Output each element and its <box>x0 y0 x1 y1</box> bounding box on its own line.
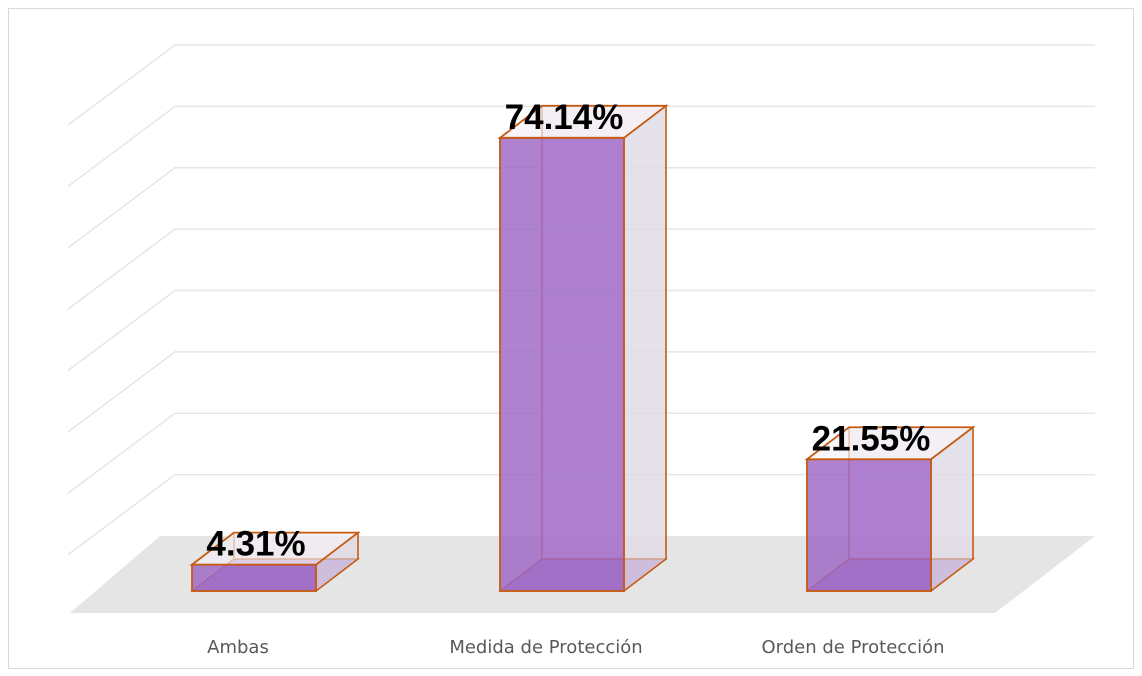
grid-line <box>67 105 1095 187</box>
bar-top <box>497 104 669 139</box>
grid-line <box>67 44 1095 126</box>
grid-line <box>67 473 1095 556</box>
bar-3d <box>497 104 669 593</box>
x-tick-label: Orden de Protección <box>761 637 944 658</box>
bar-3d <box>804 425 976 593</box>
x-tick-label: Medida de Protección <box>449 637 642 658</box>
grid-line <box>67 412 1095 494</box>
bar-3d <box>189 531 361 593</box>
bar-top <box>189 531 361 566</box>
bar <box>191 563 317 592</box>
grid-line <box>67 228 1095 310</box>
data-label: 74.14% <box>505 98 624 137</box>
data-label: 21.55% <box>812 419 931 458</box>
grid-line <box>67 167 1095 249</box>
grid-line <box>67 289 1095 372</box>
bar-top <box>804 426 976 461</box>
grid-line <box>67 351 1095 433</box>
bar-side <box>623 104 667 593</box>
bar <box>806 458 932 592</box>
bar <box>499 136 625 592</box>
x-tick-label: Ambas <box>207 637 269 658</box>
data-label: 4.31% <box>206 525 305 564</box>
